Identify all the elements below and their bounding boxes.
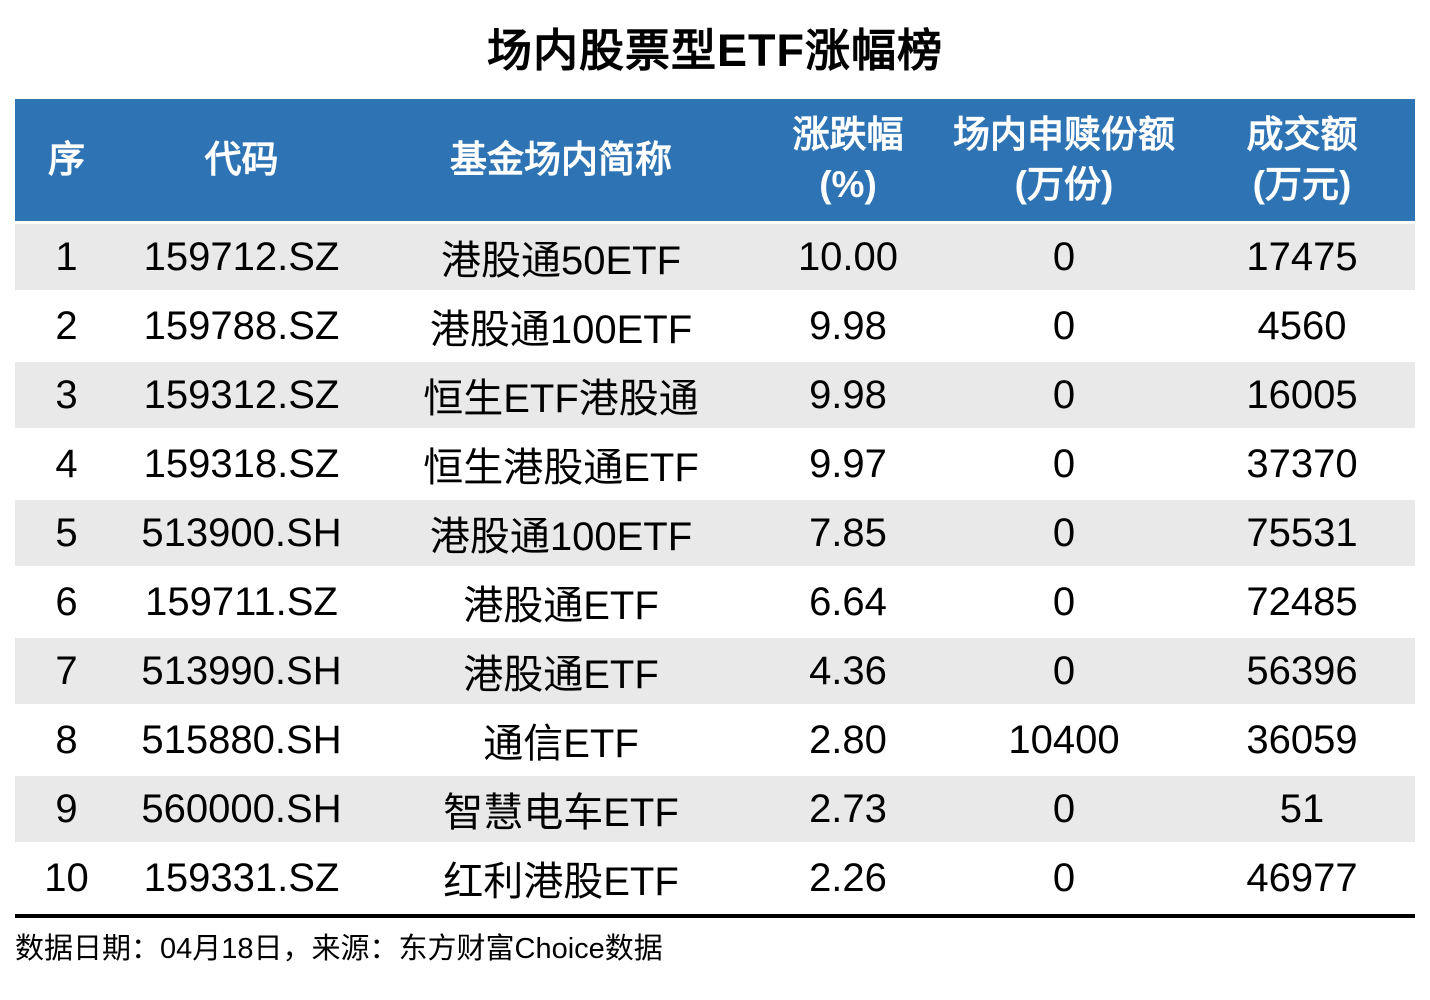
cell-fund-name: 红利港股ETF [365, 842, 757, 914]
cell-code: 159711.SZ [118, 566, 365, 638]
cell-rank: 1 [15, 221, 118, 293]
cell-code: 515880.SH [118, 704, 365, 776]
cell-rank: 10 [15, 842, 118, 914]
table-row: 4 159318.SZ 恒生港股通ETF 9.97 0 37370 [15, 428, 1415, 500]
table-row: 6 159711.SZ 港股通ETF 6.64 0 72485 [15, 566, 1415, 638]
cell-fund-name: 港股通100ETF [365, 497, 757, 569]
column-header-unit: (万份) [1014, 164, 1114, 205]
cell-turnover: 37370 [1189, 428, 1415, 500]
column-header-turnover: 成交额 (万元) [1189, 99, 1415, 224]
cell-rank: 4 [15, 428, 118, 500]
cell-change-pct: 10.00 [757, 221, 939, 293]
table-container: 序 代码 基金场内简称 涨跌幅 (%) 场内申赎份额 (万份) [0, 99, 1430, 914]
column-header-label: 涨跌幅 [792, 114, 904, 155]
cell-turnover: 46977 [1189, 842, 1415, 914]
cell-change-pct: 4.36 [757, 635, 939, 707]
cell-subscription-shares: 0 [939, 842, 1189, 914]
cell-subscription-shares: 0 [939, 290, 1189, 362]
column-header-fund-name: 基金场内简称 [365, 99, 757, 224]
cell-subscription-shares: 0 [939, 773, 1189, 845]
cell-turnover: 16005 [1189, 359, 1415, 431]
column-header-label: 成交额 [1246, 114, 1358, 155]
cell-fund-name: 港股通50ETF [365, 221, 757, 293]
cell-subscription-shares: 0 [939, 497, 1189, 569]
table-row: 2 159788.SZ 港股通100ETF 9.98 0 4560 [15, 290, 1415, 362]
cell-code: 159312.SZ [118, 359, 365, 431]
cell-subscription-shares: 0 [939, 428, 1189, 500]
page-title: 场内股票型ETF涨幅榜 [487, 25, 943, 76]
table-row: 8 515880.SH 通信ETF 2.80 10400 36059 [15, 704, 1415, 776]
cell-code: 513990.SH [118, 635, 365, 707]
table-header: 序 代码 基金场内简称 涨跌幅 (%) 场内申赎份额 (万份) [15, 99, 1415, 224]
cell-code: 159712.SZ [118, 221, 365, 293]
cell-fund-name: 港股通ETF [365, 635, 757, 707]
table-row: 3 159312.SZ 恒生ETF港股通 9.98 0 16005 [15, 359, 1415, 431]
table-row: 10 159331.SZ 红利港股ETF 2.26 0 46977 [15, 842, 1415, 914]
cell-rank: 2 [15, 290, 118, 362]
cell-fund-name: 智慧电车ETF [365, 773, 757, 845]
column-header-change-pct: 涨跌幅 (%) [757, 99, 939, 224]
cell-change-pct: 9.98 [757, 290, 939, 362]
cell-change-pct: 7.85 [757, 497, 939, 569]
cell-turnover: 4560 [1189, 290, 1415, 362]
cell-change-pct: 2.73 [757, 773, 939, 845]
cell-rank: 7 [15, 635, 118, 707]
cell-rank: 8 [15, 704, 118, 776]
table-row: 1 159712.SZ 港股通50ETF 10.00 0 17475 [15, 221, 1415, 293]
column-header-label: 基金场内简称 [450, 139, 672, 180]
cell-fund-name: 恒生港股通ETF [365, 428, 757, 500]
cell-turnover: 17475 [1189, 221, 1415, 293]
cell-code: 513900.SH [118, 497, 365, 569]
cell-code: 560000.SH [118, 773, 365, 845]
column-header-subscription-shares: 场内申赎份额 (万份) [939, 99, 1189, 224]
column-header-label: 场内申赎份额 [953, 114, 1175, 155]
header-row: 序 代码 基金场内简称 涨跌幅 (%) 场内申赎份额 (万份) [15, 99, 1415, 224]
cell-turnover: 56396 [1189, 635, 1415, 707]
table-row: 5 513900.SH 港股通100ETF 7.85 0 75531 [15, 497, 1415, 569]
source-note: 数据日期：04月18日，来源：东方财富Choice数据 [15, 914, 1415, 967]
cell-change-pct: 9.97 [757, 428, 939, 500]
cell-fund-name: 港股通100ETF [365, 290, 757, 362]
cell-subscription-shares: 0 [939, 566, 1189, 638]
cell-rank: 3 [15, 359, 118, 431]
cell-code: 159788.SZ [118, 290, 365, 362]
table-row: 7 513990.SH 港股通ETF 4.36 0 56396 [15, 635, 1415, 707]
table-body: 1 159712.SZ 港股通50ETF 10.00 0 17475 2 159… [15, 221, 1415, 914]
cell-code: 159318.SZ [118, 428, 365, 500]
cell-subscription-shares: 0 [939, 359, 1189, 431]
cell-turnover: 51 [1189, 773, 1415, 845]
column-header-rank: 序 [15, 99, 118, 224]
cell-turnover: 36059 [1189, 704, 1415, 776]
cell-turnover: 75531 [1189, 497, 1415, 569]
cell-rank: 6 [15, 566, 118, 638]
cell-subscription-shares: 0 [939, 635, 1189, 707]
cell-subscription-shares: 10400 [939, 704, 1189, 776]
column-header-label: 代码 [204, 139, 279, 180]
cell-fund-name: 通信ETF [365, 704, 757, 776]
cell-rank: 5 [15, 497, 118, 569]
column-header-unit: (%) [819, 164, 877, 205]
cell-turnover: 72485 [1189, 566, 1415, 638]
column-header-unit: (万元) [1252, 164, 1352, 205]
column-header-label: 序 [48, 139, 85, 180]
table-row: 9 560000.SH 智慧电车ETF 2.73 0 51 [15, 773, 1415, 845]
cell-change-pct: 9.98 [757, 359, 939, 431]
cell-fund-name: 恒生ETF港股通 [365, 359, 757, 431]
cell-rank: 9 [15, 773, 118, 845]
cell-change-pct: 2.26 [757, 842, 939, 914]
cell-code: 159331.SZ [118, 842, 365, 914]
cell-subscription-shares: 0 [939, 221, 1189, 293]
cell-change-pct: 2.80 [757, 704, 939, 776]
etf-gainers-table: 序 代码 基金场内简称 涨跌幅 (%) 场内申赎份额 (万份) [15, 99, 1415, 914]
column-header-code: 代码 [118, 99, 365, 224]
cell-change-pct: 6.64 [757, 566, 939, 638]
cell-fund-name: 港股通ETF [365, 566, 757, 638]
